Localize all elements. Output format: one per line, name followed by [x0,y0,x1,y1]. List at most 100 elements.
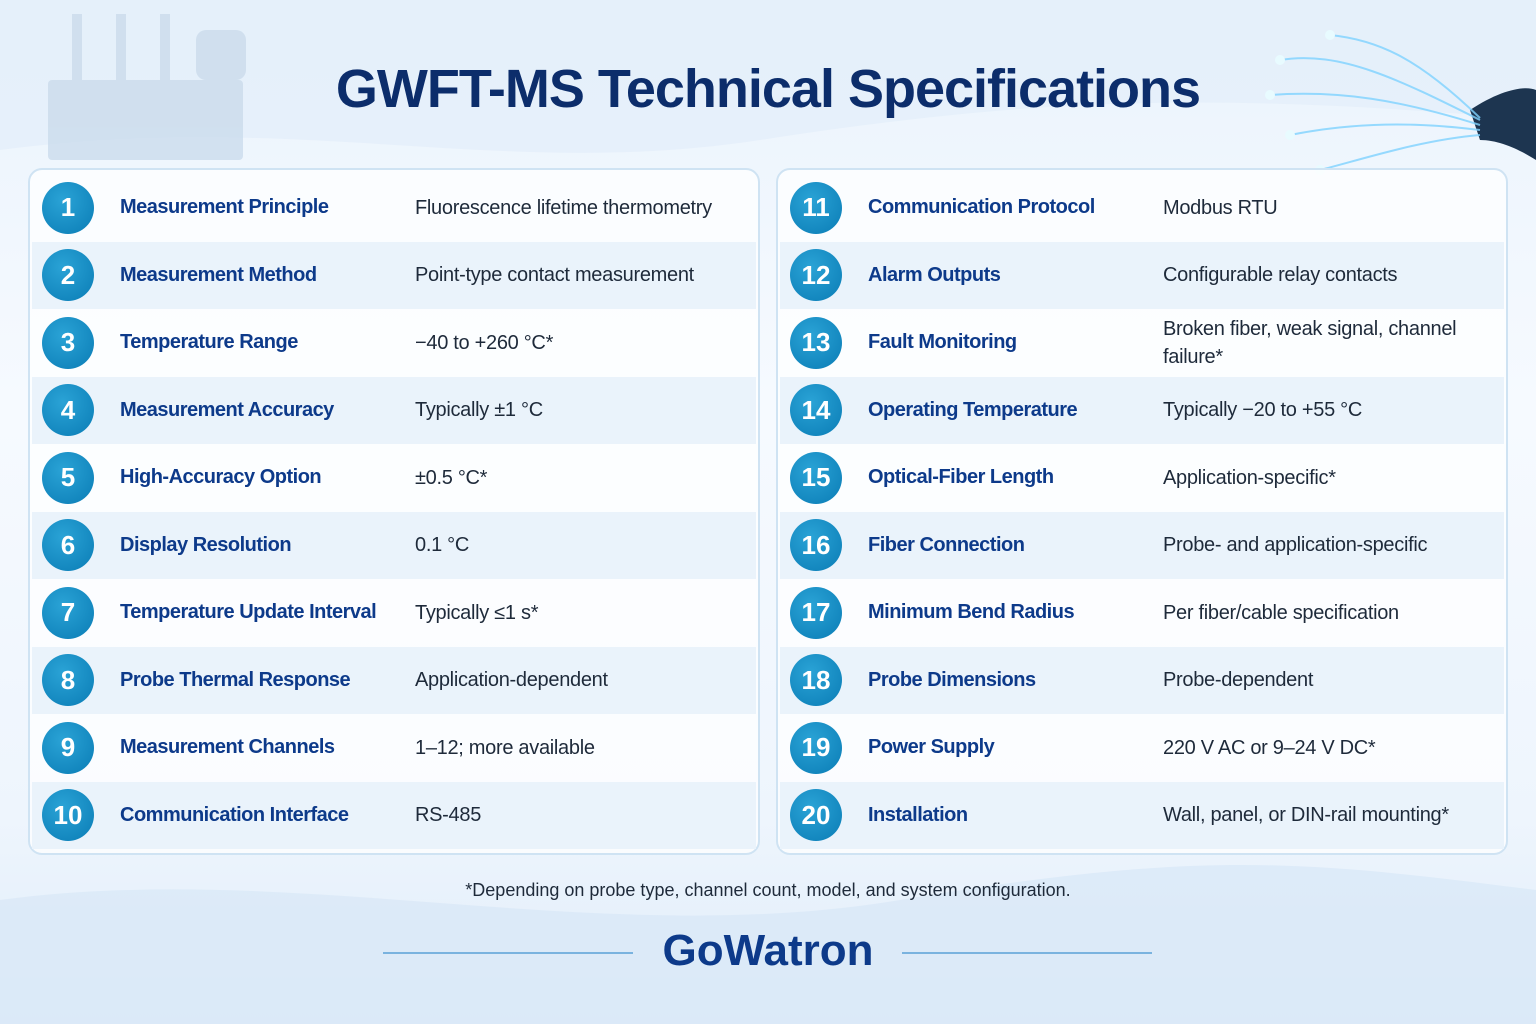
number-badge: 8 [42,654,94,707]
spec-row: 9 Measurement Channels 1–12; more availabl… [32,714,756,782]
spec-row: 10 Communication Interface RS-485 [32,781,756,849]
spec-value: RS-485 [415,804,482,827]
spec-label: Alarm Outputs [868,263,1001,286]
badge-cell: 9 [32,721,120,774]
spec-value: Point-type contact measurement [415,264,694,287]
spec-value: 1–12; more available [415,736,595,759]
spec-row: 4 Measurement Accuracy Typically ±1 °C [32,376,756,444]
number-badge: 7 [42,586,94,639]
spec-label: Fault Monitoring [868,331,1017,354]
spec-label: Temperature Range [120,331,298,354]
spec-label: Optical-Fiber Length [868,466,1054,489]
badge-cell: 12 [780,249,868,302]
number-badge: 16 [790,519,842,572]
spec-panel: 11 Communication Protocol Modbus RTU 12 Alar… [776,168,1508,855]
spec-row: 1 Measurement Principle Fluorescence lifet… [32,174,756,242]
badge-cell: 20 [780,789,868,842]
number-badge: 5 [42,451,94,504]
number-badge: 1 [42,181,94,234]
number-badge: 18 [790,654,842,707]
number-badge: 20 [790,789,842,842]
spec-row: 14 Operating Temperature Typically −20 to … [780,376,1504,444]
badge-cell: 15 [780,451,868,504]
spec-value: Probe- and application-specific [1163,534,1428,557]
spec-value: Per fiber/cable specification [1163,601,1399,624]
number-badge: 13 [790,316,842,369]
spec-row: 5 High-Accuracy Option ±0.5 °C* [32,444,756,512]
badge-cell: 6 [32,519,120,572]
number-badge: 17 [790,586,842,639]
badge-cell: 16 [780,519,868,572]
spec-label: Operating Temperature [868,398,1078,421]
spec-value: Typically ≤1 s* [415,601,539,624]
badge-cell: 14 [780,384,868,437]
spec-row: 17 Minimum Bend Radius Per fiber/cable spe… [780,579,1504,647]
spec-value: 220 V AC or 9–24 V DC* [1163,736,1376,759]
spec-label: Probe Dimensions [868,668,1036,691]
spec-value: Application-dependent [415,669,608,692]
number-badge: 6 [42,519,94,572]
badge-cell: 11 [780,181,868,234]
badge-cell: 8 [32,654,120,707]
spec-value: Application-specific* [1163,466,1336,489]
spec-row: 8 Probe Thermal Response Application-depen… [32,646,756,714]
spec-value: Modbus RTU [1163,196,1278,219]
spec-row: 19 Power Supply 220 V AC or 9–24 V DC* [780,714,1504,782]
number-badge: 12 [790,249,842,302]
spec-label: Installation [868,803,968,826]
spec-row: 13 Fault Monitoring Broken fiber, weak sig… [780,309,1504,377]
spec-value: Typically −20 to +55 °C [1163,399,1362,422]
spec-row: 3 Temperature Range −40 to +260 °C* [32,309,756,377]
spec-label: Communication Protocol [868,196,1095,219]
title: GWFT-MS Technical Specifications [335,59,1201,119]
spec-row: 15 Optical-Fiber Length Application-specif… [780,444,1504,512]
spec-value: Wall, panel, or DIN-rail mounting* [1163,804,1449,827]
badge-cell: 10 [32,789,120,842]
footnote: *Depending on probe type, channel count,… [465,880,1071,900]
spec-label: Temperature Update Interval [120,601,377,624]
badge-cell: 7 [32,586,120,639]
spec-row: 16 Fiber Connection Probe- and application… [780,511,1504,579]
badge-cell: 5 [32,451,120,504]
number-badge: 3 [42,316,94,369]
number-badge: 2 [42,249,94,302]
spec-label: Probe Thermal Response [120,668,351,691]
spec-value: Fluorescence lifetime thermometry [415,196,712,219]
spec-label: Measurement Accuracy [120,398,334,421]
spec-label: Communication Interface [120,803,349,826]
badge-cell: 17 [780,586,868,639]
spec-value: Configurable relay contacts [1163,264,1398,287]
spec-label: Measurement Method [120,263,317,286]
spec-row: 18 Probe Dimensions Probe-dependent [780,646,1504,714]
spec-row: 12 Alarm Outputs Configurable relay contac… [780,241,1504,309]
brand: GoWatron [662,926,874,975]
badge-cell: 2 [32,249,120,302]
spec-value: Probe-dependent [1163,669,1314,692]
spec-label: Measurement Principle [120,196,329,219]
number-badge: 14 [790,384,842,437]
spec-label: Measurement Channels [120,736,335,759]
spec-row: 2 Measurement Method Point-type contact me… [32,241,756,309]
badge-cell: 19 [780,721,868,774]
spec-label: Fiber Connection [868,533,1025,556]
spec-panel: 1 Measurement Principle Fluorescence lifet… [28,168,760,855]
number-badge: 15 [790,451,842,504]
number-badge: 4 [42,384,94,437]
spec-value: Typically ±1 °C [415,399,543,422]
spec-value: ±0.5 °C* [415,466,488,489]
number-badge: 19 [790,721,842,774]
badge-cell: 4 [32,384,120,437]
divider [383,952,633,954]
spec-label: High-Accuracy Option [120,466,322,489]
number-badge: 9 [42,721,94,774]
badge-cell: 1 [32,181,120,234]
spec-value: −40 to +260 °C* [415,331,554,354]
number-badge: 10 [42,789,94,842]
spec-label: Display Resolution [120,533,292,556]
spec-value: Broken fiber, weak signal, channel failu… [1163,317,1457,368]
badge-cell: 13 [780,316,868,369]
spec-row: 11 Communication Protocol Modbus RTU [780,174,1504,242]
badge-cell: 3 [32,316,120,369]
